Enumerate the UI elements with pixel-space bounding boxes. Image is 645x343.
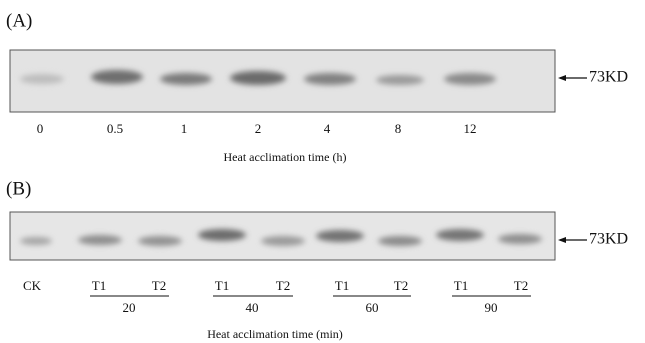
arrow-head xyxy=(558,75,566,81)
lane-label: T1 xyxy=(335,278,349,293)
group-label: 20 xyxy=(123,300,136,315)
lane-label: 0 xyxy=(37,121,44,136)
marker-label: 73KD xyxy=(589,69,628,86)
lane-label: 8 xyxy=(395,121,402,136)
lane-label: 1 xyxy=(181,121,188,136)
lane-label: T1 xyxy=(215,278,229,293)
lane-label: 4 xyxy=(324,121,331,136)
group-label: 60 xyxy=(366,300,379,315)
axis-title: Heat acclimation time (h) xyxy=(224,150,347,164)
lane-label: 2 xyxy=(255,121,262,136)
lane-label: T2 xyxy=(276,278,290,293)
lane-label: T2 xyxy=(152,278,166,293)
panel-label: (B) xyxy=(6,178,31,199)
group-label: 40 xyxy=(246,300,259,315)
lane-label: 0.5 xyxy=(107,121,123,136)
lane-label: T1 xyxy=(454,278,468,293)
axis-title: Heat acclimation time (min) xyxy=(207,327,343,341)
lane-label: T2 xyxy=(394,278,408,293)
panel-label: (A) xyxy=(6,10,32,31)
arrow-head xyxy=(558,237,566,243)
figure: (A) 73KD 0 0.5 1 2 4 8 12 Heat acclimati… xyxy=(0,0,645,343)
lane-label: 12 xyxy=(464,121,477,136)
group-label: 90 xyxy=(485,300,498,315)
marker-label: 73KD xyxy=(589,231,628,248)
lane-label: T1 xyxy=(92,278,106,293)
lane-label: CK xyxy=(23,278,42,293)
lane-label: T2 xyxy=(514,278,528,293)
